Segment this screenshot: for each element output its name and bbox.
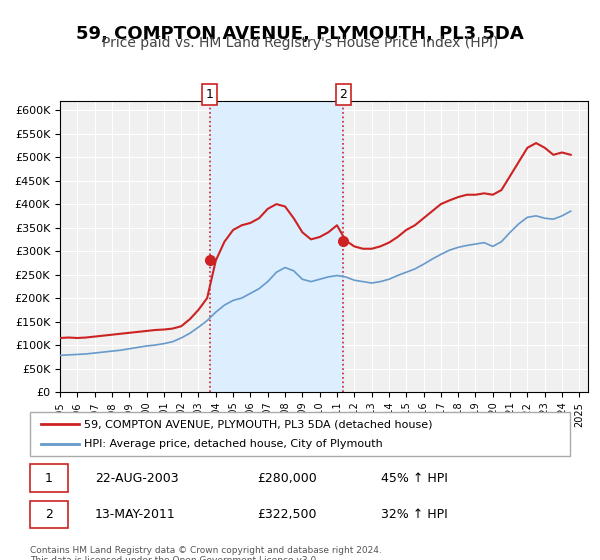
Text: HPI: Average price, detached house, City of Plymouth: HPI: Average price, detached house, City… [84, 439, 383, 449]
Text: 2: 2 [45, 508, 53, 521]
Text: £322,500: £322,500 [257, 508, 316, 521]
FancyBboxPatch shape [30, 501, 68, 529]
Text: 22-AUG-2003: 22-AUG-2003 [95, 472, 178, 484]
Text: 45% ↑ HPI: 45% ↑ HPI [381, 472, 448, 484]
Text: 59, COMPTON AVENUE, PLYMOUTH, PL3 5DA: 59, COMPTON AVENUE, PLYMOUTH, PL3 5DA [76, 25, 524, 43]
FancyBboxPatch shape [30, 412, 570, 456]
FancyBboxPatch shape [30, 464, 68, 492]
Text: Contains HM Land Registry data © Crown copyright and database right 2024.
This d: Contains HM Land Registry data © Crown c… [30, 546, 382, 560]
Text: 59, COMPTON AVENUE, PLYMOUTH, PL3 5DA (detached house): 59, COMPTON AVENUE, PLYMOUTH, PL3 5DA (d… [84, 419, 433, 429]
Text: £280,000: £280,000 [257, 472, 317, 484]
Text: 32% ↑ HPI: 32% ↑ HPI [381, 508, 448, 521]
Text: 1: 1 [45, 472, 53, 484]
Text: Price paid vs. HM Land Registry's House Price Index (HPI): Price paid vs. HM Land Registry's House … [102, 36, 498, 50]
Bar [209, 101, 343, 392]
Text: 2: 2 [340, 88, 347, 101]
Text: 1: 1 [206, 88, 214, 101]
Text: 13-MAY-2011: 13-MAY-2011 [95, 508, 176, 521]
